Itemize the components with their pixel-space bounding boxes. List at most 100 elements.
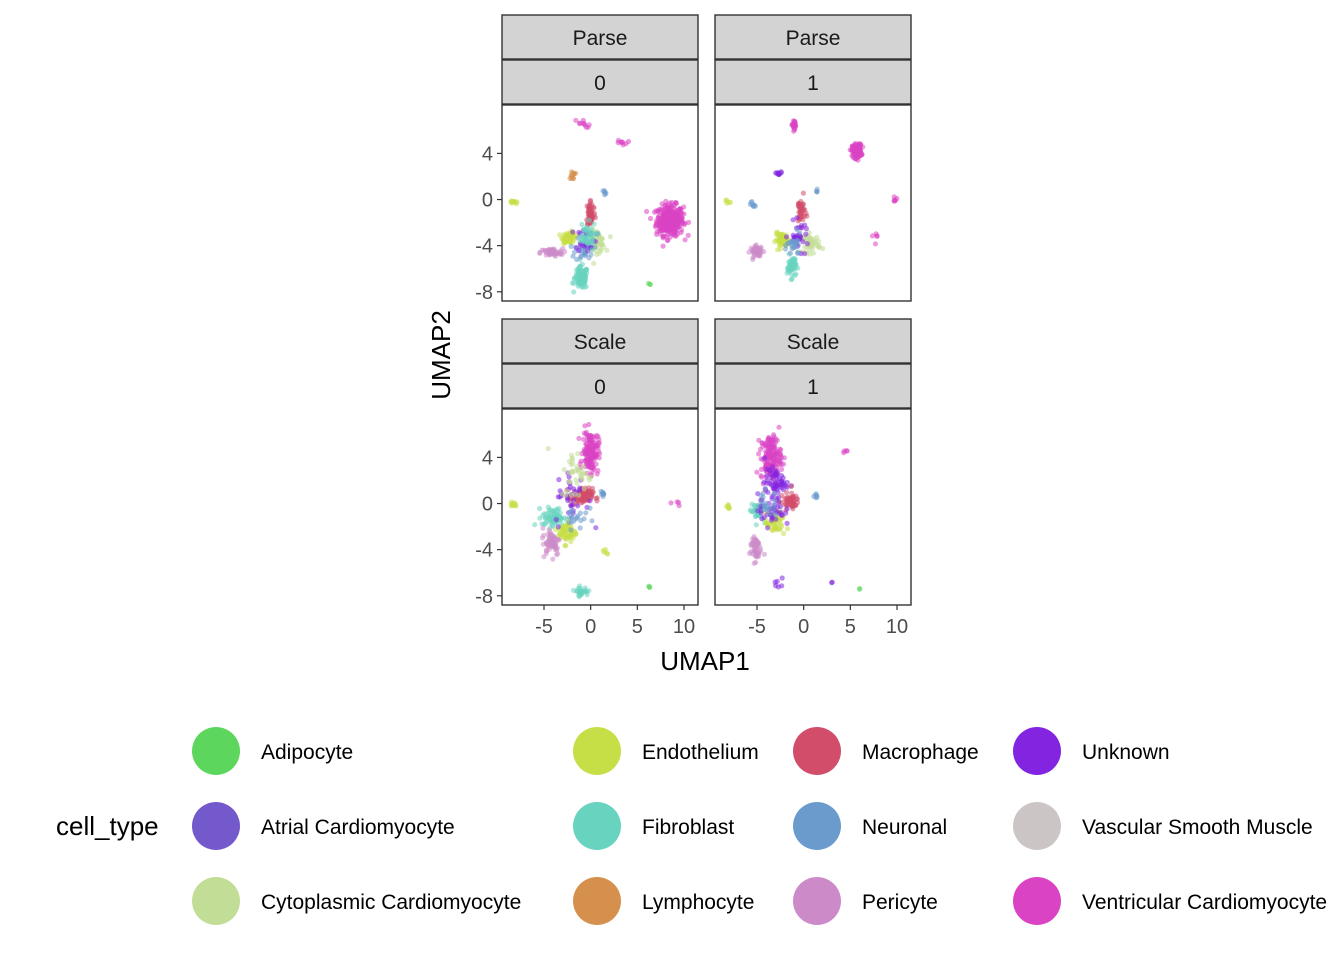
- data-point: [779, 466, 785, 472]
- data-point: [678, 229, 684, 236]
- strip-background: [501, 363, 699, 409]
- data-point: [788, 483, 794, 489]
- data-point: [756, 553, 762, 559]
- data-point: [852, 140, 858, 147]
- data-point: [872, 241, 879, 247]
- data-point: [575, 279, 581, 285]
- data-point: [791, 128, 797, 134]
- data-point: [771, 445, 777, 451]
- data-point: [820, 245, 826, 252]
- data-point: [585, 443, 591, 449]
- data-point: [568, 492, 575, 498]
- data-point: [756, 252, 762, 258]
- data-point: [571, 280, 577, 286]
- data-point: [800, 190, 807, 196]
- data-point: [590, 236, 596, 242]
- data-point: [573, 117, 579, 123]
- data-point: [586, 217, 592, 223]
- data-point: [577, 120, 583, 126]
- legend-item: Lymphocyte: [573, 877, 754, 925]
- data-point: [792, 502, 799, 508]
- legend-item: Neuronal: [793, 802, 947, 850]
- legend-key-swatch: [192, 802, 240, 850]
- data-point: [579, 268, 585, 274]
- data-point: [667, 217, 673, 223]
- data-point: [676, 499, 682, 506]
- data-point: [654, 231, 660, 237]
- data-point: [581, 436, 587, 442]
- data-point: [668, 500, 674, 506]
- data-point: [595, 231, 601, 237]
- point-layer: [723, 118, 900, 283]
- data-point: [754, 469, 760, 475]
- data-point: [584, 234, 590, 240]
- x-tick-label: 5: [632, 616, 643, 638]
- legend-key-swatch: [573, 877, 621, 925]
- point-layer: [508, 421, 682, 600]
- x-tick-label: -5: [535, 616, 553, 638]
- legend-item: Unknown: [1013, 727, 1170, 775]
- data-point: [788, 258, 794, 264]
- data-point: [762, 455, 768, 461]
- legend-label: Fibroblast: [642, 816, 734, 839]
- data-point: [781, 530, 787, 537]
- data-point: [657, 226, 663, 232]
- legend-item: Ventricular Cardiomyocyte: [1013, 877, 1327, 925]
- legend-label: Atrial Cardiomyocyte: [261, 816, 455, 839]
- data-point: [568, 527, 574, 533]
- y-tick-label: 4: [482, 143, 493, 165]
- legend-key-swatch: [573, 802, 621, 850]
- data-point: [566, 474, 572, 480]
- data-point: [555, 537, 561, 543]
- data-point: [790, 217, 796, 223]
- data-point: [581, 226, 587, 232]
- data-point: [567, 479, 573, 485]
- strip-background: [714, 363, 912, 409]
- strip-label-method: Parse: [573, 27, 628, 50]
- data-point: [578, 591, 584, 597]
- data-point: [568, 243, 574, 249]
- data-point: [781, 482, 787, 488]
- data-point: [763, 473, 770, 479]
- facet-panel: Parse 0: [501, 14, 699, 302]
- data-point: [571, 249, 578, 255]
- data-point: [587, 210, 593, 216]
- data-point: [762, 503, 768, 509]
- data-point: [771, 506, 777, 512]
- data-point: [777, 517, 783, 523]
- data-point: [685, 232, 691, 238]
- facet-panel: Scale 1: [714, 318, 912, 606]
- data-point: [596, 250, 602, 256]
- data-point: [601, 244, 607, 250]
- data-point: [576, 492, 582, 498]
- legend-item: Atrial Cardiomyocyte: [192, 802, 455, 850]
- data-point: [668, 209, 674, 216]
- data-point: [751, 560, 757, 566]
- data-point: [780, 461, 787, 467]
- data-point: [571, 233, 577, 239]
- data-point: [583, 510, 589, 516]
- data-point: [765, 436, 771, 442]
- data-point: [543, 548, 550, 554]
- data-point: [773, 512, 779, 518]
- data-point: [584, 589, 590, 595]
- data-point: [586, 488, 592, 494]
- data-point: [723, 197, 729, 204]
- shared-axes: -8-404-8-404-5 0 5 10 -5 0 5 10: [475, 143, 908, 638]
- data-point: [775, 247, 781, 253]
- data-point: [546, 539, 552, 546]
- data-point: [508, 198, 514, 204]
- strip-label-method: Parse: [786, 27, 841, 50]
- data-point: [664, 206, 671, 212]
- data-point: [770, 451, 776, 457]
- data-point: [567, 509, 574, 515]
- data-point: [550, 249, 556, 255]
- data-point: [579, 476, 585, 482]
- legend-item: Vascular Smooth Muscle: [1013, 802, 1313, 850]
- data-point: [571, 587, 577, 594]
- data-point: [773, 480, 779, 486]
- data-point: [552, 253, 559, 259]
- data-point: [873, 231, 879, 237]
- legend-label: Cytoplasmic Cardiomyocyte: [261, 891, 521, 914]
- data-point: [539, 521, 545, 527]
